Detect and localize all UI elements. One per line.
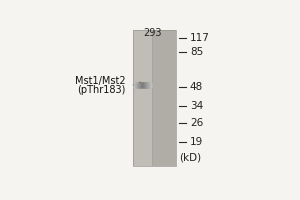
Bar [133,30,153,166]
Text: 293: 293 [143,28,162,38]
Text: 48: 48 [190,82,203,92]
Text: (kD): (kD) [179,152,202,162]
Bar [152,30,153,166]
Text: (pThr183): (pThr183) [77,85,126,95]
Text: Mst1/Mst2: Mst1/Mst2 [75,76,126,86]
Text: 19: 19 [190,137,203,147]
Text: 34: 34 [190,101,203,111]
Text: 85: 85 [190,47,203,57]
Bar [133,30,176,166]
Text: 26: 26 [190,118,203,128]
Text: 117: 117 [190,33,210,43]
Bar [153,30,176,166]
